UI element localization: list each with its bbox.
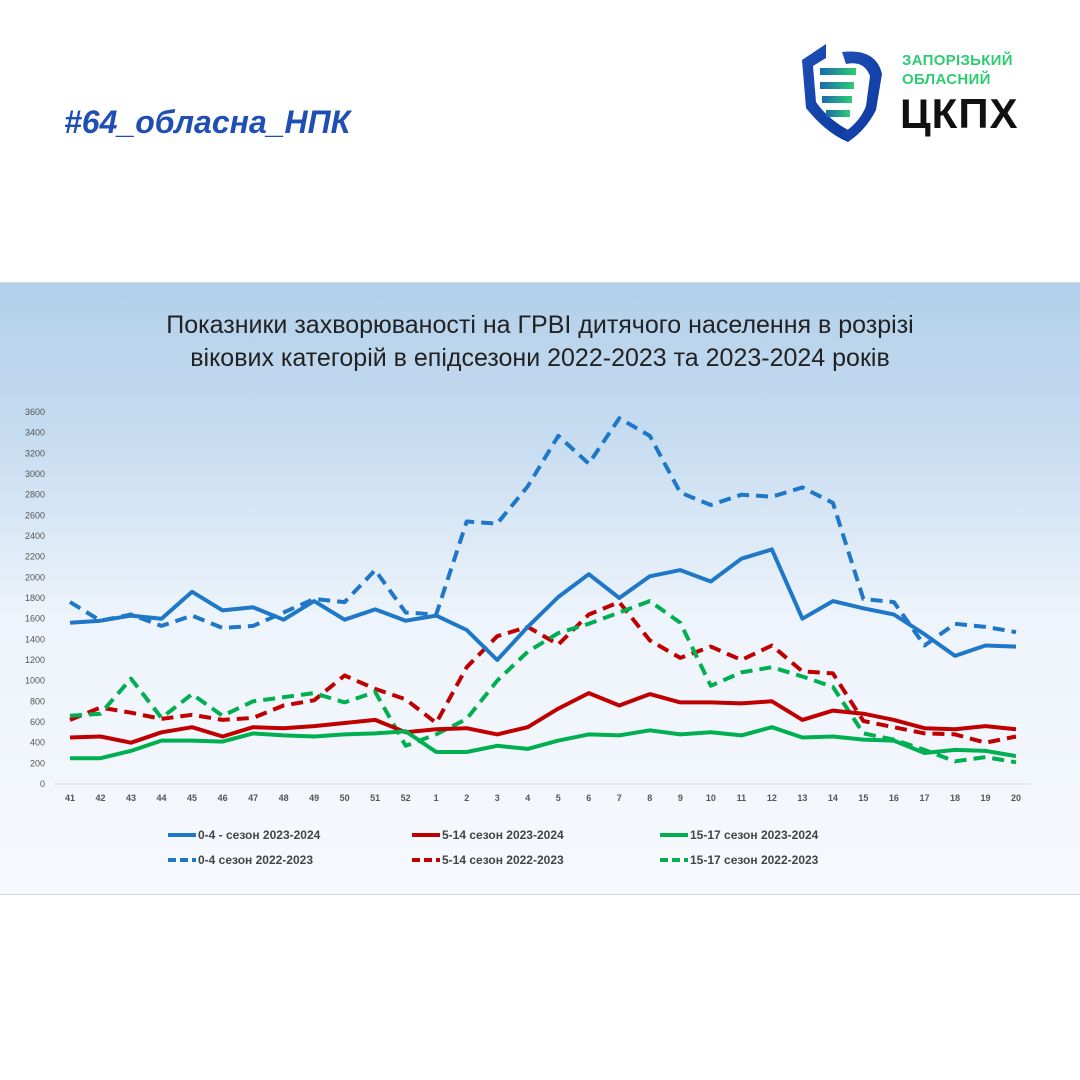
chart-title-line1: Показники захворюваності на ГРВІ дитячог… <box>166 311 914 339</box>
x-tick-label: 10 <box>706 793 716 803</box>
x-tick-label: 12 <box>767 793 777 803</box>
x-tick-label: 15 <box>858 793 868 803</box>
y-tick-label: 3600 <box>25 407 45 417</box>
x-tick-label: 6 <box>586 793 591 803</box>
x-tick-label: 16 <box>889 793 899 803</box>
series-line-4 <box>69 600 1017 745</box>
x-tick-label: 8 <box>647 793 652 803</box>
y-tick-label: 3200 <box>25 448 45 458</box>
x-tick-label: 9 <box>678 793 683 803</box>
legend-label: 0-4 сезон 2022-2023 <box>198 853 313 867</box>
y-tick-label: 1600 <box>25 614 45 624</box>
x-tick-label: 51 <box>370 793 380 803</box>
y-tick-label: 1000 <box>25 676 45 686</box>
x-tick-label: 52 <box>401 793 411 803</box>
shield-logo-icon <box>802 44 882 142</box>
x-tick-label: 14 <box>828 793 838 803</box>
x-tick-label: 48 <box>279 793 289 803</box>
x-tick-label: 42 <box>96 793 106 803</box>
chart-title-line2: вікових категорій в епідсезони 2022-2023… <box>190 344 890 372</box>
x-tick-label: 3 <box>495 793 500 803</box>
logo-line2: ОБЛАСНИЙ <box>902 71 991 88</box>
y-tick-label: 800 <box>30 696 45 706</box>
x-tick-label: 47 <box>248 793 258 803</box>
y-tick-label: 1200 <box>25 655 45 665</box>
x-tick-label: 41 <box>65 793 75 803</box>
y-tick-label: 2400 <box>25 531 45 541</box>
x-tick-label: 18 <box>950 793 960 803</box>
x-tick-label: 44 <box>157 793 167 803</box>
y-tick-label: 3400 <box>25 428 45 438</box>
y-tick-label: 600 <box>30 717 45 727</box>
x-tick-label: 2 <box>464 793 469 803</box>
y-tick-label: 2200 <box>25 552 45 562</box>
x-tick-label: 19 <box>980 793 990 803</box>
x-tick-label: 7 <box>617 793 622 803</box>
legend-label: 5-14 сезон 2022-2023 <box>442 853 564 867</box>
series-line-0 <box>69 547 1017 662</box>
series-line-5 <box>69 599 1017 765</box>
y-tick-label: 3000 <box>25 469 45 479</box>
x-tick-label: 11 <box>737 793 747 803</box>
y-tick-label: 0 <box>40 779 45 789</box>
legend-label: 15-17 сезон 2023-2024 <box>690 828 819 842</box>
x-tick-label: 5 <box>556 793 561 803</box>
logo-main: ЦКПХ <box>900 90 1019 137</box>
legend-label: 5-14 сезон 2023-2024 <box>442 828 564 842</box>
x-tick-label: 1 <box>434 793 439 803</box>
x-tick-label: 13 <box>797 793 807 803</box>
y-tick-label: 1800 <box>25 593 45 603</box>
logo-line1: ЗАПОРІЗЬКИЙ <box>902 52 1013 69</box>
series-line-1 <box>69 691 1017 745</box>
logo: ЗАПОРІЗЬКИЙ ОБЛАСНИЙ ЦКПХ <box>796 38 1036 148</box>
legend-label: 0-4 - сезон 2023-2024 <box>198 828 321 842</box>
x-tick-label: 20 <box>1011 793 1021 803</box>
x-tick-label: 43 <box>126 793 136 803</box>
y-tick-label: 400 <box>30 738 45 748</box>
x-tick-label: 50 <box>340 793 350 803</box>
x-tick-label: 46 <box>218 793 228 803</box>
y-tick-label: 200 <box>30 758 45 768</box>
series-line-2 <box>70 725 1017 761</box>
x-tick-label: 49 <box>309 793 319 803</box>
chart-title: Показники захворюваності на ГРВІ дитячог… <box>0 309 1080 375</box>
y-tick-label: 1400 <box>25 634 45 644</box>
hashtag-title: #64_обласна_НПК <box>64 104 351 140</box>
legend-label: 15-17 сезон 2022-2023 <box>690 853 819 867</box>
y-tick-label: 2800 <box>25 490 45 500</box>
x-tick-label: 45 <box>187 793 197 803</box>
y-tick-label: 2000 <box>25 572 45 582</box>
chart-panel: Показники захворюваності на ГРВІ дитячог… <box>0 282 1080 895</box>
y-tick-label: 2600 <box>25 510 45 520</box>
x-tick-label: 17 <box>919 793 929 803</box>
line-chart: 0200400600800100012001400160018002000220… <box>25 407 1030 867</box>
x-tick-label: 4 <box>525 793 530 803</box>
